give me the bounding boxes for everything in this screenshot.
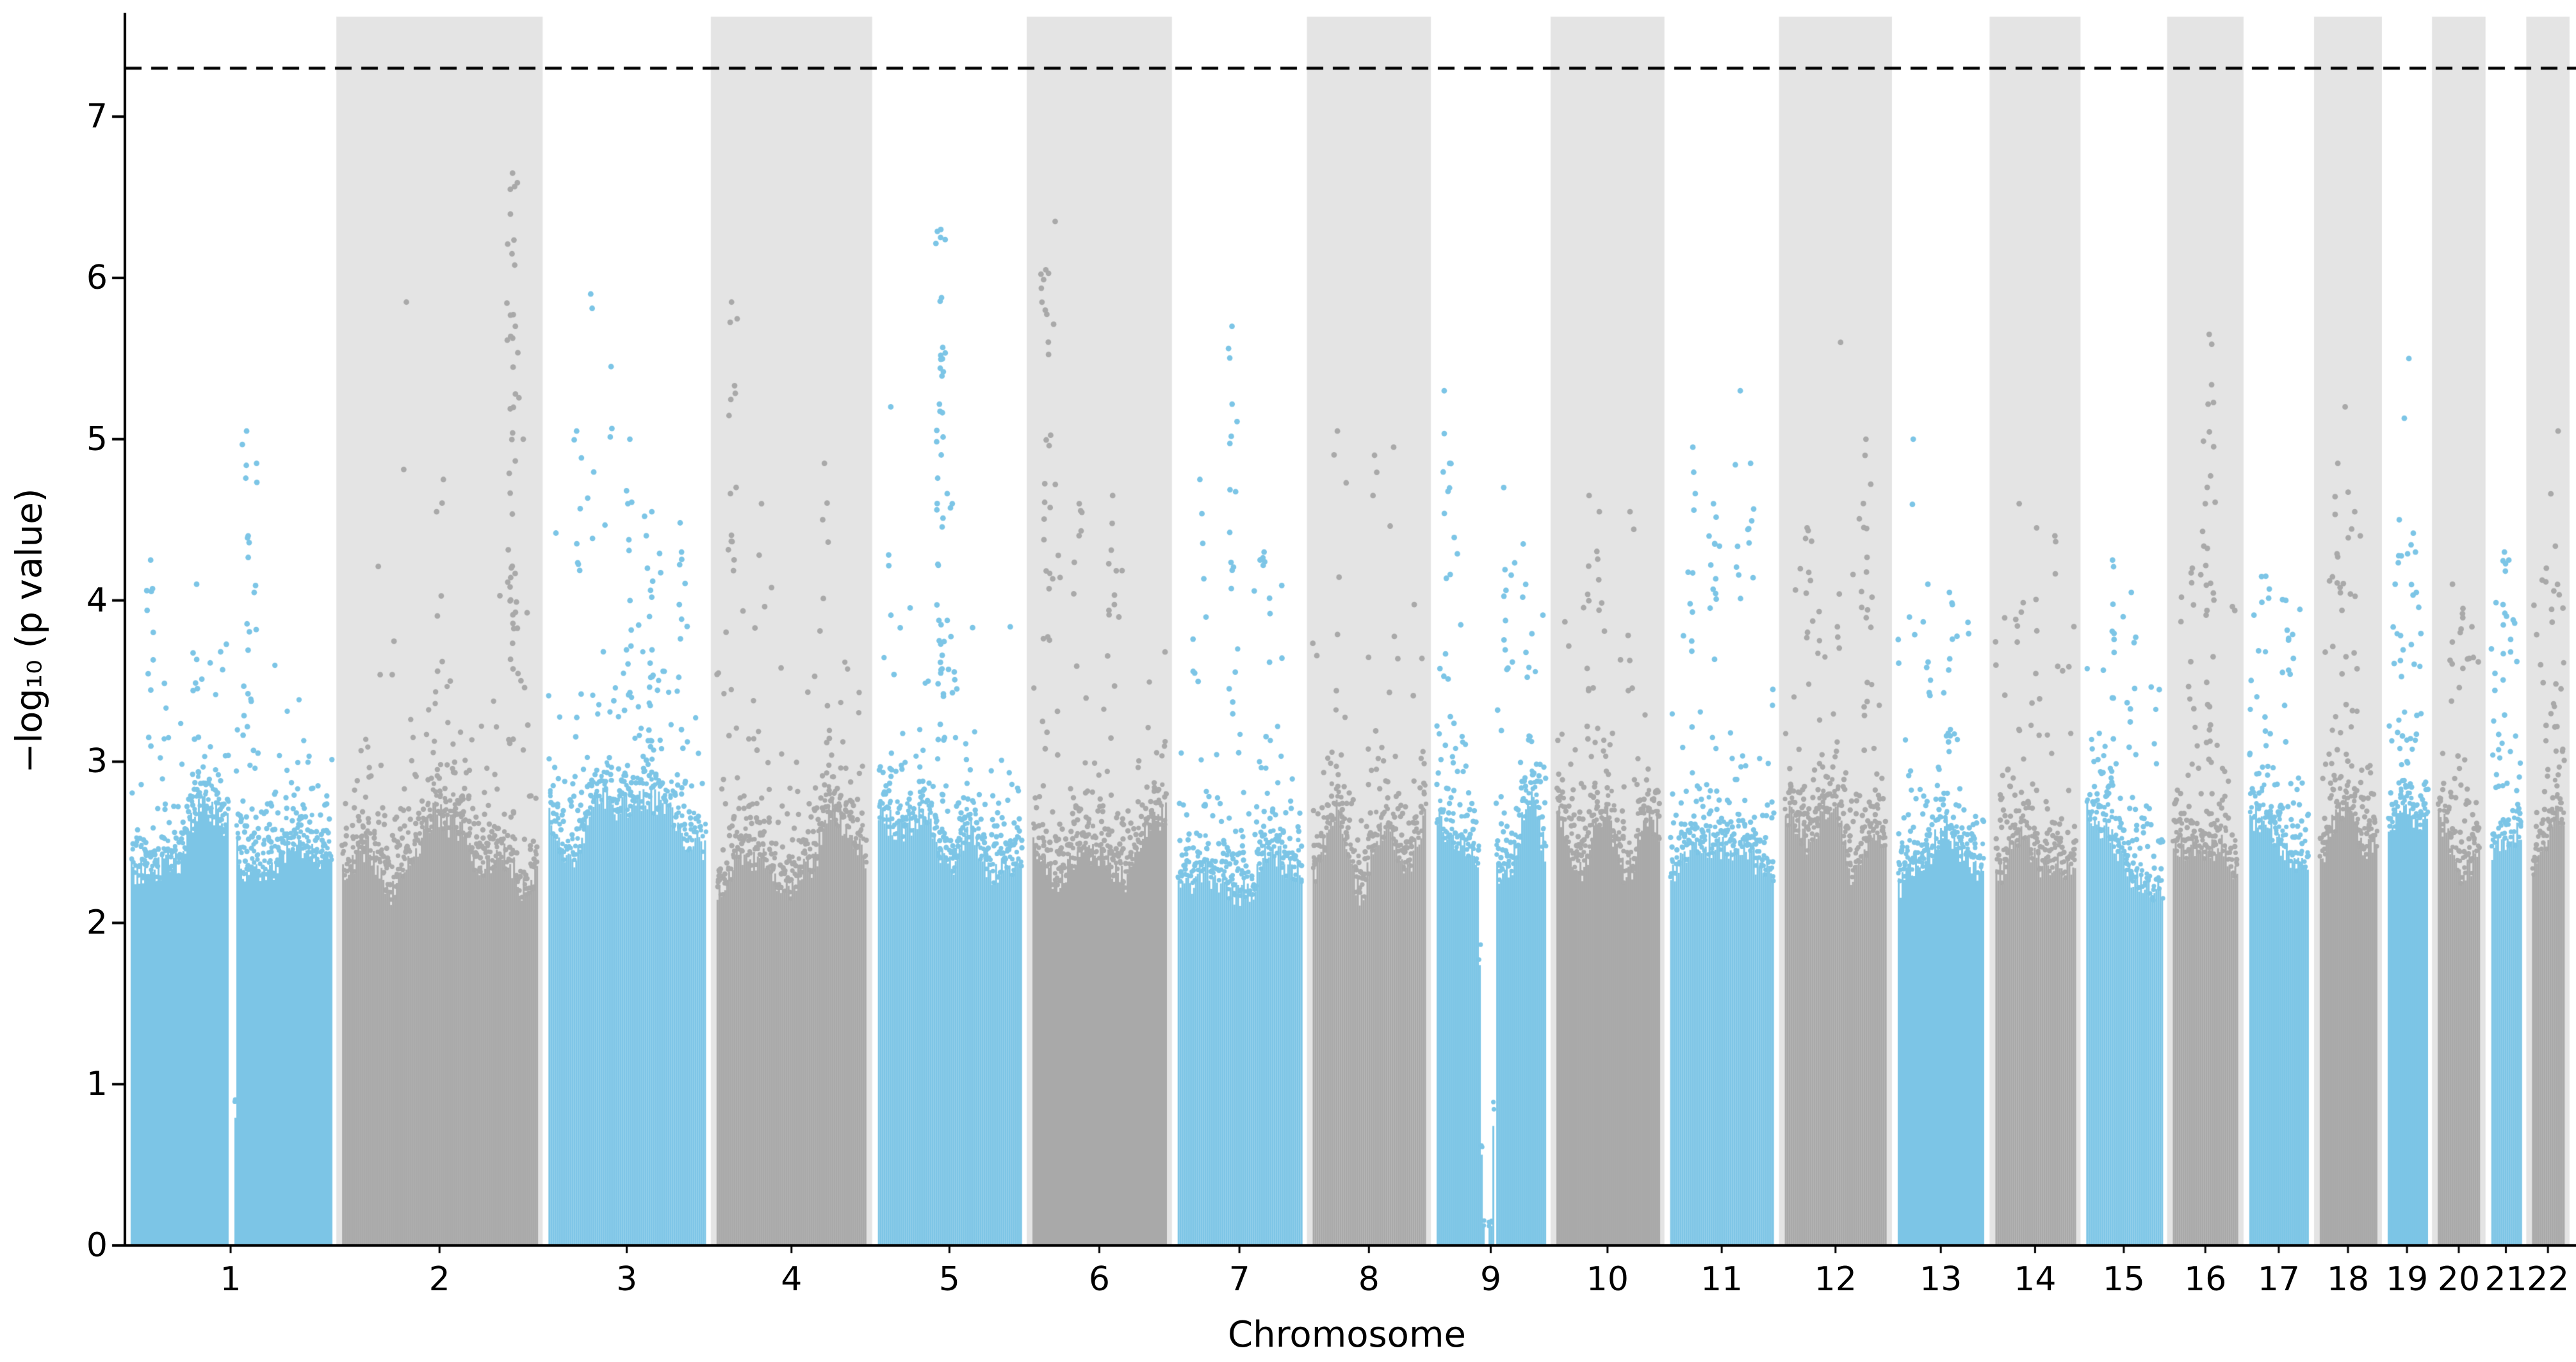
x-tick-label: 20	[2437, 1260, 2481, 1299]
x-tick-label: 22	[2527, 1260, 2570, 1299]
y-tick-label: 5	[86, 419, 108, 458]
x-tick-label: 10	[1586, 1260, 1629, 1299]
y-axis-title: −log₁₀ (p value)	[8, 488, 51, 774]
x-tick-label: 7	[1228, 1260, 1250, 1299]
y-tick-label: 2	[86, 904, 108, 943]
y-tick-label: 4	[86, 581, 108, 620]
x-tick-label: 16	[2184, 1260, 2227, 1299]
x-tick-label: 17	[2257, 1260, 2300, 1299]
x-tick-label: 6	[1088, 1260, 1110, 1299]
x-tick-label: 14	[2014, 1260, 2057, 1299]
x-tick-label: 11	[1700, 1260, 1743, 1299]
y-tick-label: 7	[86, 97, 108, 136]
x-tick-label: 19	[2386, 1260, 2429, 1299]
y-tick-label: 0	[86, 1226, 108, 1265]
x-tick-label: 8	[1358, 1260, 1380, 1299]
x-tick-label: 3	[616, 1260, 638, 1299]
x-tick-label: 9	[1480, 1260, 1502, 1299]
y-tick-label: 6	[86, 258, 108, 297]
x-axis-title: Chromosome	[1228, 1314, 1466, 1356]
y-tick-label: 1	[86, 1065, 108, 1104]
x-tick-label: 12	[1814, 1260, 1857, 1299]
x-tick-label: 18	[2326, 1260, 2370, 1299]
x-tick-label: 5	[938, 1260, 960, 1299]
x-tick-label: 4	[781, 1260, 803, 1299]
x-tick-label: 1	[220, 1260, 241, 1299]
y-tick-label: 3	[86, 742, 108, 781]
x-tick-label: 15	[2102, 1260, 2146, 1299]
x-tick-label: 13	[1920, 1260, 1962, 1299]
x-tick-label: 2	[428, 1260, 450, 1299]
x-tick-label: 21	[2484, 1260, 2527, 1299]
